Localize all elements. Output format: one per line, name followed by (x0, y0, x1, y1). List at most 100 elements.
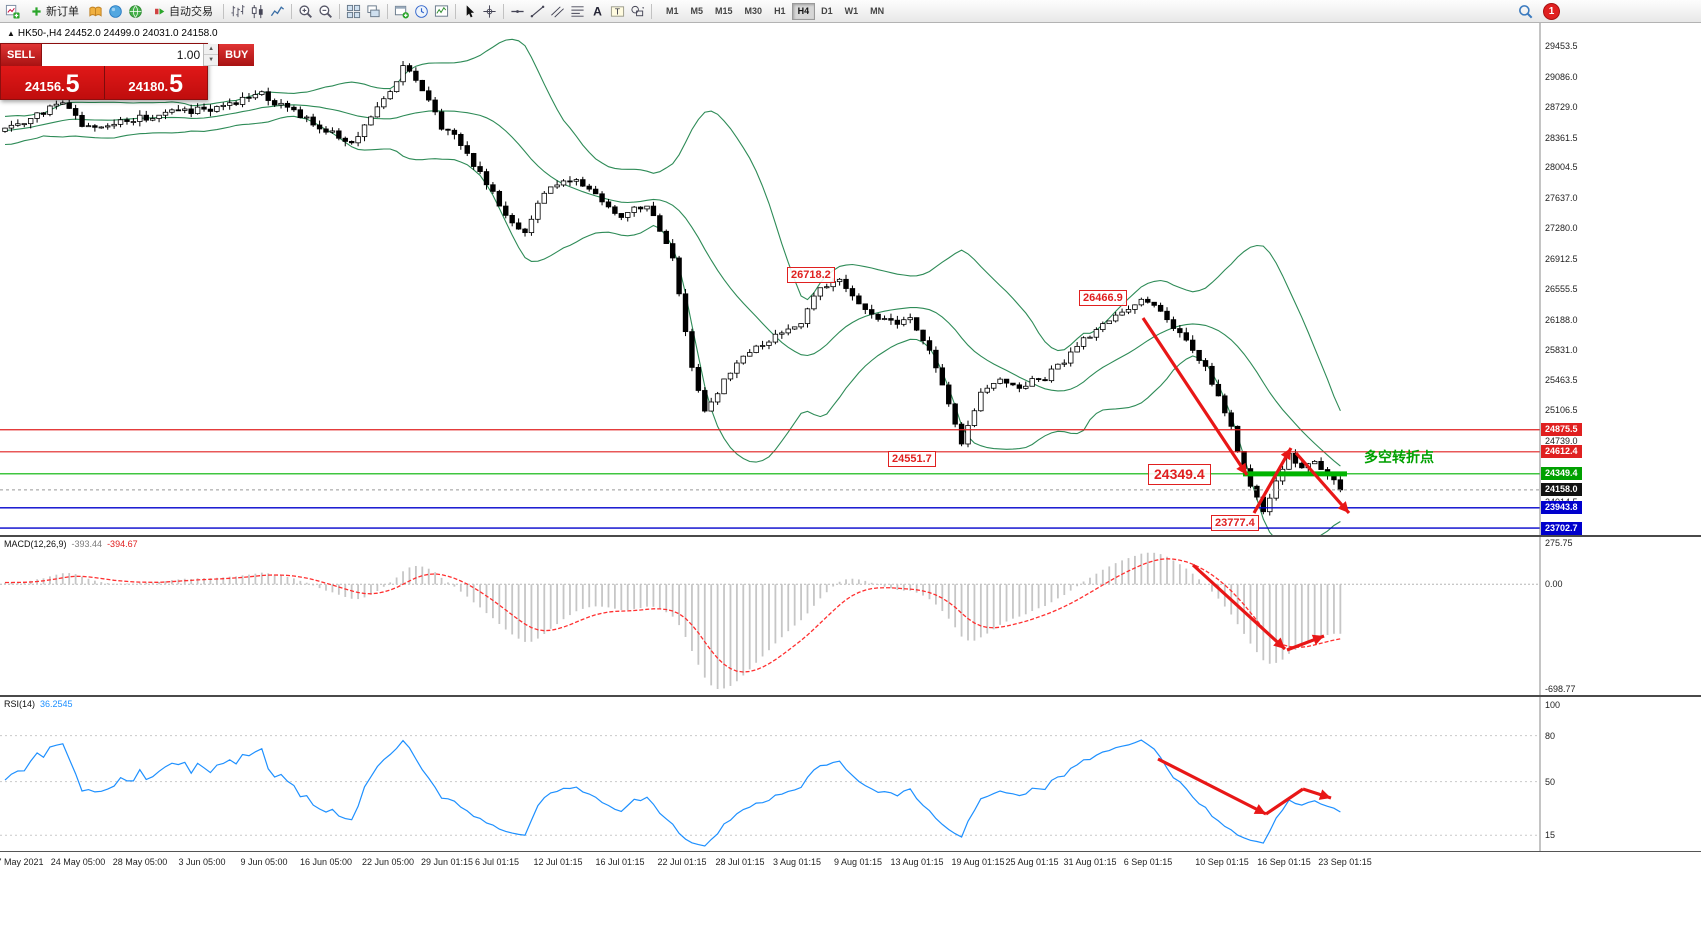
bar-chart-icon[interactable] (228, 2, 247, 21)
fibonacci-icon[interactable] (568, 2, 587, 21)
rsi-panel[interactable]: RSI(14) 36.2545 100 80 50 15 (0, 697, 1701, 851)
toolbar-separator (291, 3, 292, 19)
new-window-icon[interactable] (392, 2, 411, 21)
cascade-windows-icon[interactable] (364, 2, 383, 21)
candlesticks (2, 61, 1344, 516)
time-axis-label: 19 Aug 01:15 (951, 857, 1005, 867)
text-label-icon[interactable]: T (608, 2, 627, 21)
sell-button[interactable]: SELL (1, 44, 42, 66)
panel-splitter[interactable] (0, 695, 1701, 697)
timeframe-M5[interactable]: M5 (685, 3, 710, 20)
chat-icon[interactable] (106, 2, 125, 21)
volume-up-icon[interactable]: ▲ (204, 44, 219, 55)
timeframe-MN[interactable]: MN (864, 3, 890, 20)
sell-price[interactable]: 24156. 5 (1, 66, 105, 99)
price-axis-tick: 25463.5 (1545, 375, 1578, 386)
zoom-in-icon[interactable] (296, 2, 315, 21)
volume-stepper[interactable]: ▲ ▼ (203, 44, 219, 66)
line-chart-icon[interactable] (268, 2, 287, 21)
buy-price[interactable]: 24180. 5 (104, 66, 207, 99)
time-axis-label: 24 May 05:00 (50, 857, 106, 867)
text-icon[interactable]: A (588, 2, 607, 21)
macd-canvas (0, 537, 1541, 695)
time-axis-label: 16 Jun 05:00 (299, 857, 353, 867)
plus-icon (29, 4, 43, 18)
timeframe-M30[interactable]: M30 (739, 3, 769, 20)
time-axis[interactable]: 7 May 2021 24 May 05:00 28 May 05:00 3 Jun … (0, 851, 1701, 873)
toolbar-separator (455, 3, 456, 19)
panel-splitter[interactable] (0, 535, 1701, 537)
trendline-icon[interactable] (528, 2, 547, 21)
price-axis-tick: 25106.5 (1545, 405, 1578, 416)
main-chart[interactable]: ▲ HK50-,H4 24452.0 24499.0 24031.0 24158.… (0, 23, 1701, 535)
indicator-window-icon[interactable] (432, 2, 451, 21)
price-axis-tick: 27280.0 (1545, 223, 1578, 234)
autotrade-play-icon (152, 4, 166, 18)
price-label[interactable]: 26718.2 (787, 267, 835, 283)
rsi-canvas (0, 697, 1541, 851)
buy-button[interactable]: BUY (219, 44, 255, 66)
book-icon[interactable] (86, 2, 105, 21)
price-line-tag: 23943.8 (1541, 501, 1582, 515)
rsi-arrows (1157, 757, 1332, 816)
timeframe-D1[interactable]: D1 (815, 3, 839, 20)
price-line-tag: 24158.0 (1541, 483, 1582, 497)
crosshair-icon[interactable] (480, 2, 499, 21)
volume-input[interactable] (42, 44, 204, 66)
globe-icon[interactable] (126, 2, 145, 21)
search-icon[interactable] (1516, 2, 1535, 21)
toolbar-right: 1 (1516, 2, 1698, 21)
price-axis-tick: 26188.0 (1545, 314, 1578, 325)
chart-canvas[interactable] (0, 23, 1701, 535)
time-axis-label: 31 Aug 01:15 (1063, 857, 1117, 867)
rsi-line (4, 739, 1341, 847)
new-order-button[interactable]: 新订单 (23, 2, 85, 21)
candlestick-chart-icon[interactable] (248, 2, 267, 21)
time-axis-label: 28 May 05:00 (112, 857, 168, 867)
price-label[interactable]: 24349.4 (1148, 464, 1211, 485)
time-axis-label: 23 Sep 01:15 (1318, 857, 1372, 867)
pivot-annotation: 多空转折点 (1364, 449, 1434, 465)
rsi-axis-tick: 100 (1545, 700, 1561, 710)
time-axis-label: 22 Jul 01:15 (657, 857, 707, 867)
svg-text:A: A (593, 4, 602, 18)
price-axis-tick: 28361.5 (1545, 132, 1578, 143)
price-axis-tick: 28729.0 (1545, 101, 1578, 112)
price-label[interactable]: 26466.9 (1079, 290, 1127, 306)
volume-down-icon[interactable]: ▼ (204, 55, 219, 66)
toolbar-separator (387, 3, 388, 19)
rsi-value: 36.2545 (40, 699, 73, 709)
macd-label: MACD(12,26,9) -393.44 -394.67 (4, 539, 138, 549)
cursor-icon[interactable] (460, 2, 479, 21)
tile-windows-icon[interactable] (344, 2, 363, 21)
autotrade-button[interactable]: 自动交易 (146, 2, 219, 21)
timeframe-M15[interactable]: M15 (709, 3, 739, 20)
price-label[interactable]: 23777.4 (1211, 515, 1259, 531)
shapes-icon[interactable] (628, 2, 647, 21)
time-axis-label: 12 Jul 01:15 (533, 857, 583, 867)
price-axis-tick: 29453.5 (1545, 41, 1578, 51)
clock-icon[interactable] (412, 2, 431, 21)
macd-panel[interactable]: MACD(12,26,9) -393.44 -394.67 275.75 0.00 -6… (0, 537, 1701, 695)
time-axis-label: 22 Jun 05:00 (361, 857, 415, 867)
zoom-out-icon[interactable] (316, 2, 335, 21)
time-axis-label: 25 Aug 01:15 (1005, 857, 1059, 867)
horizontal-line-icon[interactable] (508, 2, 527, 21)
toolbar-separator (339, 3, 340, 19)
timeframe-M1[interactable]: M1 (660, 3, 685, 20)
price-axis-tick: 27637.0 (1545, 193, 1578, 204)
channel-icon[interactable] (548, 2, 567, 21)
time-axis-label: 7 May 2021 (0, 857, 44, 867)
rsi-axis-tick: 80 (1545, 730, 1556, 741)
time-axis-label: 10 Sep 01:15 (1195, 857, 1249, 867)
time-axis-label: 16 Jul 01:15 (595, 857, 645, 867)
timeframe-W1[interactable]: W1 (839, 3, 865, 20)
new-chart-icon[interactable] (3, 2, 22, 21)
trend-arrows (1141, 317, 1351, 515)
price-label[interactable]: 24551.7 (888, 451, 936, 467)
ohlc-expand-icon[interactable]: ▲ (7, 29, 15, 38)
timeframe-H4[interactable]: H4 (791, 2, 816, 20)
notification-badge[interactable]: 1 (1543, 2, 1560, 20)
timeframe-H1[interactable]: H1 (768, 3, 792, 20)
new-order-label: 新订单 (46, 6, 79, 18)
